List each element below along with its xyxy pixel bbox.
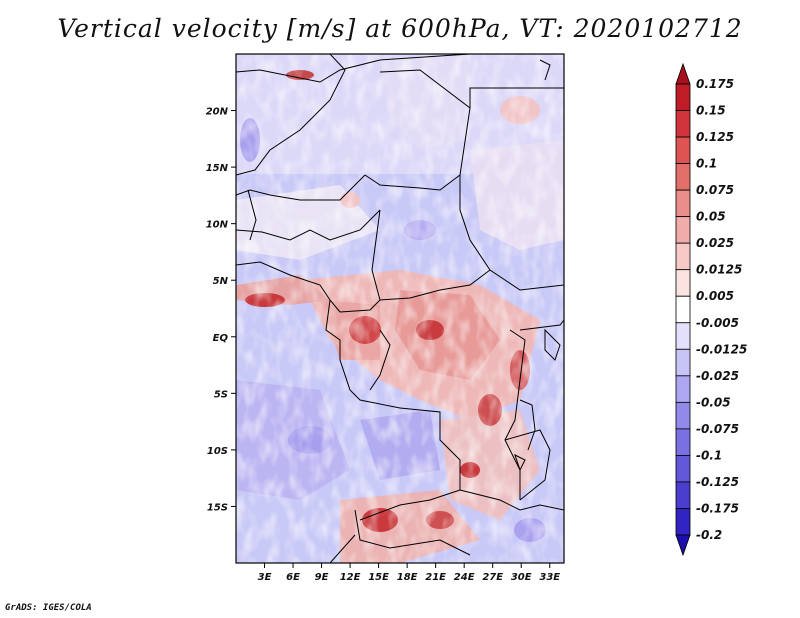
colorbar-box <box>675 375 691 403</box>
colorbar-box <box>675 322 691 350</box>
y-tick-label: 20N <box>206 107 229 118</box>
colorbar-box <box>675 83 691 111</box>
colorbar-label: -0.0125 <box>696 342 747 356</box>
y-tick-label: 10S <box>207 446 228 457</box>
x-tick-label: 18E <box>397 572 418 583</box>
colorbar-box <box>675 189 691 218</box>
map-frame <box>235 53 565 564</box>
x-tick-label: 15E <box>368 572 389 583</box>
y-tick-label: 15N <box>206 163 229 174</box>
x-tick-label: 30E <box>511 572 532 583</box>
colorbar-box <box>675 348 691 377</box>
colorbar-bottom-arrow <box>675 534 691 557</box>
x-tick-label: 27E <box>482 572 503 583</box>
colorbar-box <box>675 508 691 536</box>
y-tick-label: EQ <box>213 333 229 344</box>
colorbar-box <box>675 242 691 271</box>
colorbar-box <box>675 110 691 138</box>
colorbar-box <box>675 295 691 324</box>
y-tick-label: 10N <box>206 220 229 231</box>
colorbar-top-arrow <box>675 62 691 85</box>
colorbar-label: -0.175 <box>696 501 739 515</box>
x-tick-label: 6E <box>286 572 300 583</box>
y-tick-label: 5S <box>214 389 228 400</box>
colorbar-box <box>675 481 691 509</box>
colorbar-label: -0.2 <box>696 528 722 542</box>
colorbar-box <box>675 269 691 297</box>
colorbar-box <box>675 163 691 191</box>
colorbar-label: -0.025 <box>696 369 739 383</box>
y-tick-label: 5N <box>213 276 229 287</box>
colorbar-box <box>675 401 691 430</box>
colorbar-label: -0.075 <box>696 422 739 436</box>
colorbar-label: -0.1 <box>696 448 722 462</box>
colorbar-label: 0.175 <box>696 77 734 91</box>
colorbar-label: 0.005 <box>696 289 734 303</box>
colorbar-box <box>675 216 691 244</box>
x-tick-label: 3E <box>258 572 272 583</box>
field-texture <box>236 54 564 563</box>
colorbar-label: -0.05 <box>696 395 731 409</box>
colorbar-label: 0.15 <box>696 104 726 118</box>
y-axis: 20N 15N 10N 5N EQ 5S 10S 15S <box>206 107 236 513</box>
x-tick-label: 21E <box>425 572 446 583</box>
colorbar-label: 0.075 <box>696 183 734 197</box>
x-tick-label: 24E <box>454 572 475 583</box>
map-title: Vertical velocity [m/s] at 600hPa, VT: 2… <box>57 14 743 43</box>
colorbar-box <box>675 455 691 483</box>
x-tick-label: 33E <box>539 572 560 583</box>
colorbar-label: 0.025 <box>696 236 734 250</box>
x-tick-label: 12E <box>340 572 361 583</box>
colorbar-box <box>675 428 691 456</box>
country-borders <box>236 54 564 563</box>
x-tick-label: 9E <box>315 572 329 583</box>
colorbar-label: 0.1 <box>696 157 717 171</box>
colorbar-label: -0.125 <box>696 475 739 489</box>
colorbar-label: 0.125 <box>696 130 734 144</box>
colorbar-box <box>675 136 691 164</box>
grads-credit: GrADS: IGES/COLA <box>5 603 92 613</box>
colorbar-label: 0.05 <box>696 210 726 224</box>
colorbar: 0.175 0.15 0.125 0.1 0.075 0.05 0.025 0.0125 0.0… <box>675 62 747 557</box>
colorbar-label: 0.0125 <box>696 263 742 277</box>
colorbar-label: -0.005 <box>696 316 739 330</box>
x-axis: 3E 6E 9E 12E 15E 18E 21E 24E 27E 30E 33E <box>258 563 560 583</box>
y-tick-label: 15S <box>207 502 228 513</box>
map-panel <box>236 54 564 563</box>
